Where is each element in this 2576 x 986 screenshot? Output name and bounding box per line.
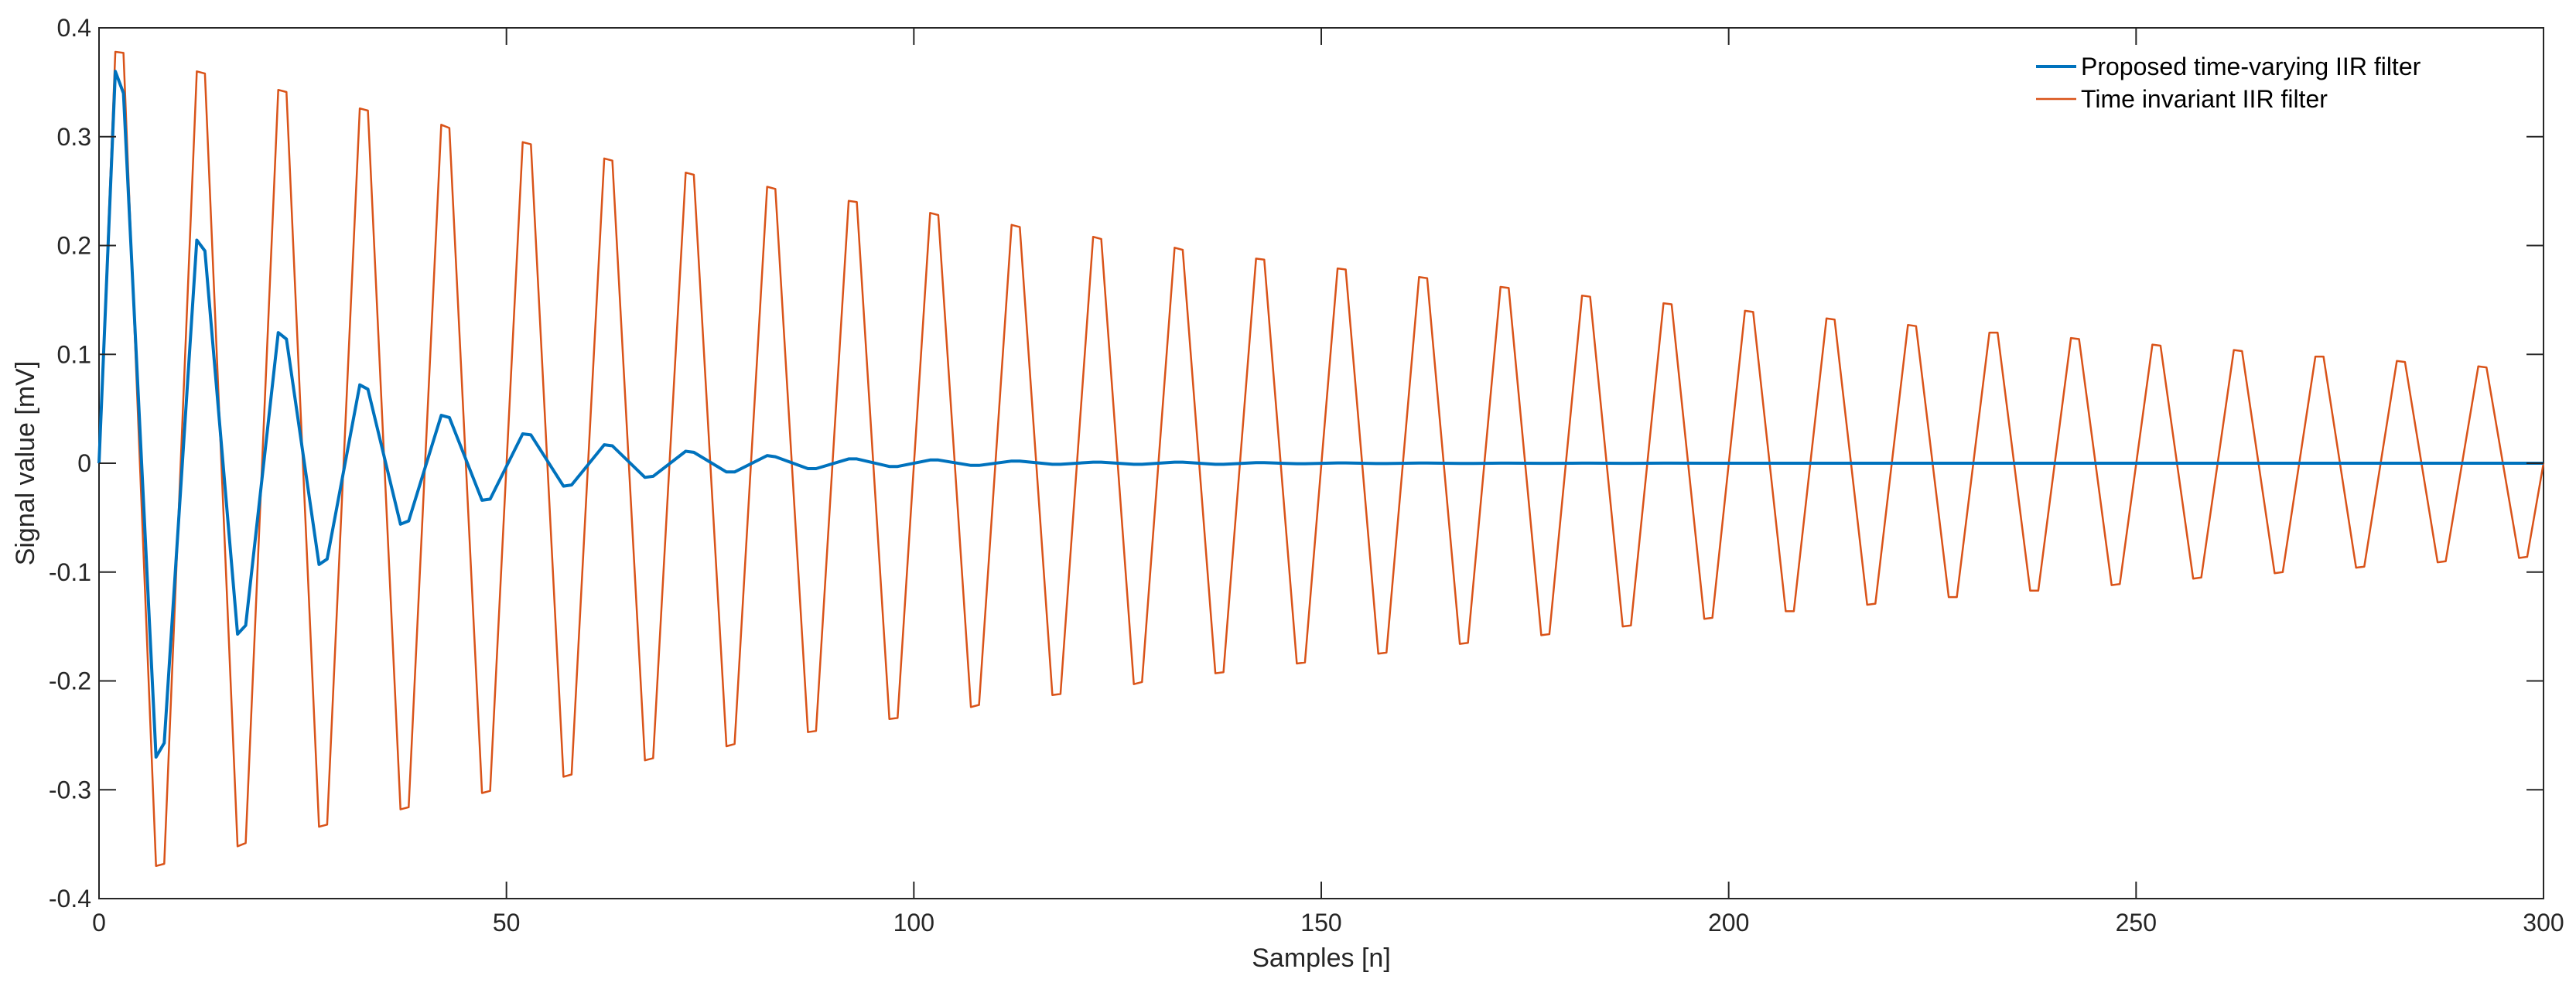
y-tick-label: -0.2 <box>49 667 91 695</box>
x-tick-label: 300 <box>2523 909 2564 937</box>
y-tick-label: 0.4 <box>57 14 91 42</box>
x-tick-label: 250 <box>2116 909 2157 937</box>
y-tick-label: -0.3 <box>49 776 91 803</box>
series-layer <box>97 50 2545 868</box>
axis-ticks <box>98 27 2544 899</box>
x-tick-label: 0 <box>92 909 106 937</box>
x-axis-label: Samples [n] <box>1252 943 1391 973</box>
y-axis-label: Signal value [mV] <box>11 361 40 566</box>
legend: Proposed time-varying IIR filter Time inv… <box>2036 53 2421 113</box>
x-tick-label: 200 <box>1708 909 1749 937</box>
y-tick-label: 0.3 <box>57 123 91 151</box>
tick-labels: 0 50 100 150 200 250 300 -0.4 -0.3 -0.2 -0.1 0 0.1 0.… <box>49 14 2564 937</box>
x-tick-label: 150 <box>1300 909 1341 937</box>
legend-label-1: Proposed time-varying IIR filter <box>2081 53 2421 80</box>
y-tick-label: -0.1 <box>49 558 91 586</box>
y-tick-label: -0.4 <box>49 885 91 913</box>
y-tick-label: 0 <box>77 449 91 477</box>
x-tick-label: 100 <box>893 909 934 937</box>
series-line-2 <box>97 50 2545 868</box>
legend-label-2: Time invariant IIR filter <box>2081 85 2328 113</box>
x-tick-label: 50 <box>493 909 521 937</box>
y-tick-label: 0.2 <box>57 232 91 260</box>
y-tick-label: 0.1 <box>57 340 91 368</box>
series-line-1 <box>97 70 2544 759</box>
